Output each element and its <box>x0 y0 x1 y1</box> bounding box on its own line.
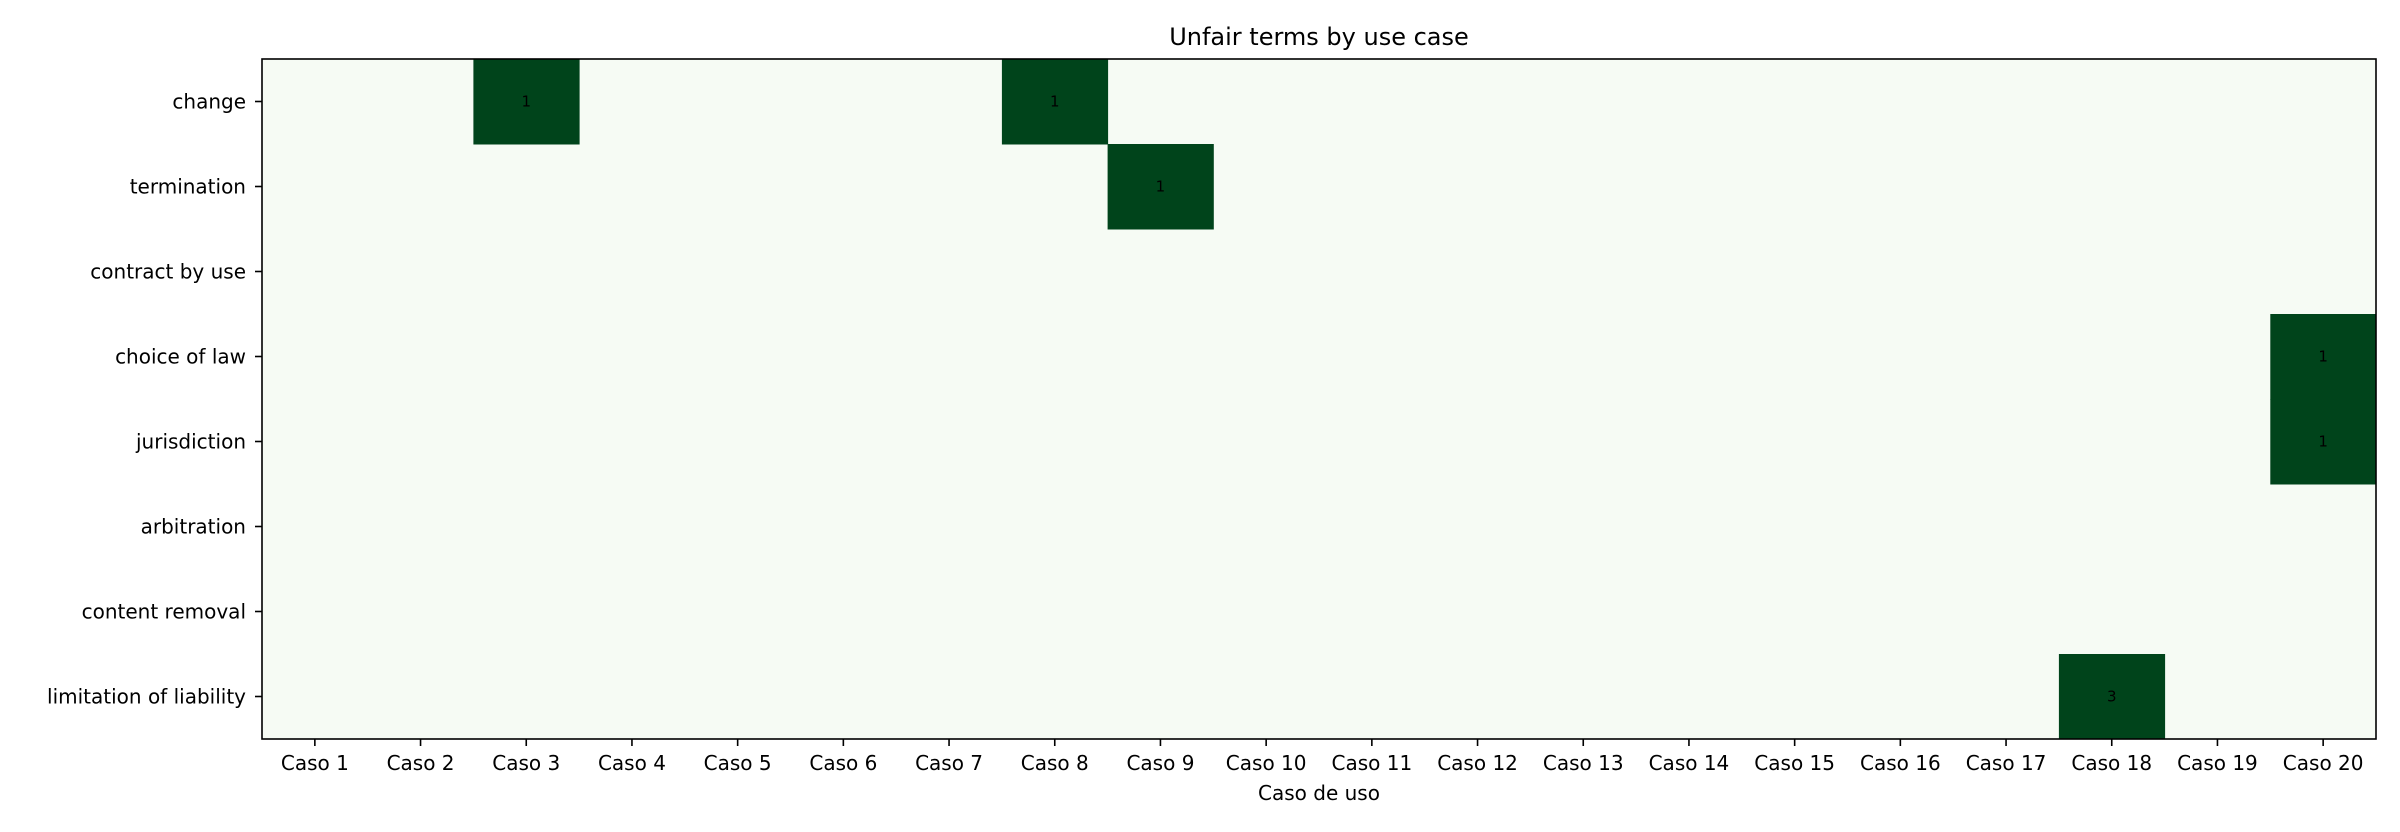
x-tick-label: Caso 17 <box>1966 751 2047 775</box>
x-tick-label: Caso 1 <box>281 751 349 775</box>
x-tick-label: Caso 4 <box>598 751 666 775</box>
heatmap-cell <box>1107 144 1214 230</box>
x-tick-label: Caso 5 <box>704 751 772 775</box>
x-tick-label: Caso 14 <box>1649 751 1730 775</box>
x-tick-label: Caso 6 <box>809 751 877 775</box>
x-tick-label: Caso 7 <box>915 751 983 775</box>
x-axis: Caso 1 Caso 2 Caso 3 Caso 4 Caso 5 Caso 6 Caso… <box>281 739 2364 775</box>
y-tick-label: limitation of liability <box>47 685 246 709</box>
heatmap-cell <box>2270 314 2377 400</box>
y-tick-label: arbitration <box>141 515 246 539</box>
cell-value-label: 1 <box>1050 93 1060 111</box>
y-axis: change termination contract by use choice o… <box>47 90 262 709</box>
chart-title: Unfair terms by use case <box>1169 23 1469 51</box>
y-tick-label: jurisdiction <box>135 430 246 454</box>
x-tick-label: Caso 18 <box>2071 751 2152 775</box>
x-tick-label: Caso 15 <box>1754 751 1835 775</box>
y-tick-label: termination <box>130 175 246 199</box>
x-tick-label: Caso 2 <box>387 751 455 775</box>
cell-value-label: 1 <box>1156 178 1166 196</box>
x-tick-label: Caso 3 <box>492 751 560 775</box>
cell-value-label: 1 <box>2318 433 2328 451</box>
x-tick-label: Caso 11 <box>1332 751 1413 775</box>
cells-group: 1 1 1 1 1 3 <box>473 59 2377 740</box>
x-tick-label: Caso 13 <box>1543 751 1624 775</box>
x-axis-label: Caso de uso <box>1258 781 1380 805</box>
heatmap-cell <box>473 59 580 145</box>
y-tick-label: choice of law <box>115 345 246 369</box>
cell-value-label: 3 <box>2107 688 2117 706</box>
x-tick-label: Caso 8 <box>1021 751 1089 775</box>
x-tick-label: Caso 16 <box>1860 751 1941 775</box>
y-tick-label: change <box>172 90 246 114</box>
heatmap-cell <box>2270 399 2377 485</box>
heatmap-cell <box>2058 654 2166 740</box>
cell-value-label: 1 <box>521 93 531 111</box>
x-tick-label: Caso 20 <box>2283 751 2364 775</box>
x-tick-label: Caso 19 <box>2177 751 2258 775</box>
y-tick-label: contract by use <box>90 260 246 284</box>
cell-value-label: 1 <box>2318 348 2328 366</box>
x-tick-label: Caso 10 <box>1226 751 1307 775</box>
plot-background <box>262 59 2376 739</box>
heatmap-cell <box>1001 59 1109 145</box>
plot-frame <box>261 58 2377 740</box>
x-tick-label: Caso 9 <box>1126 751 1194 775</box>
x-tick-label: Caso 12 <box>1437 751 1518 775</box>
y-tick-label: content removal <box>82 600 246 624</box>
